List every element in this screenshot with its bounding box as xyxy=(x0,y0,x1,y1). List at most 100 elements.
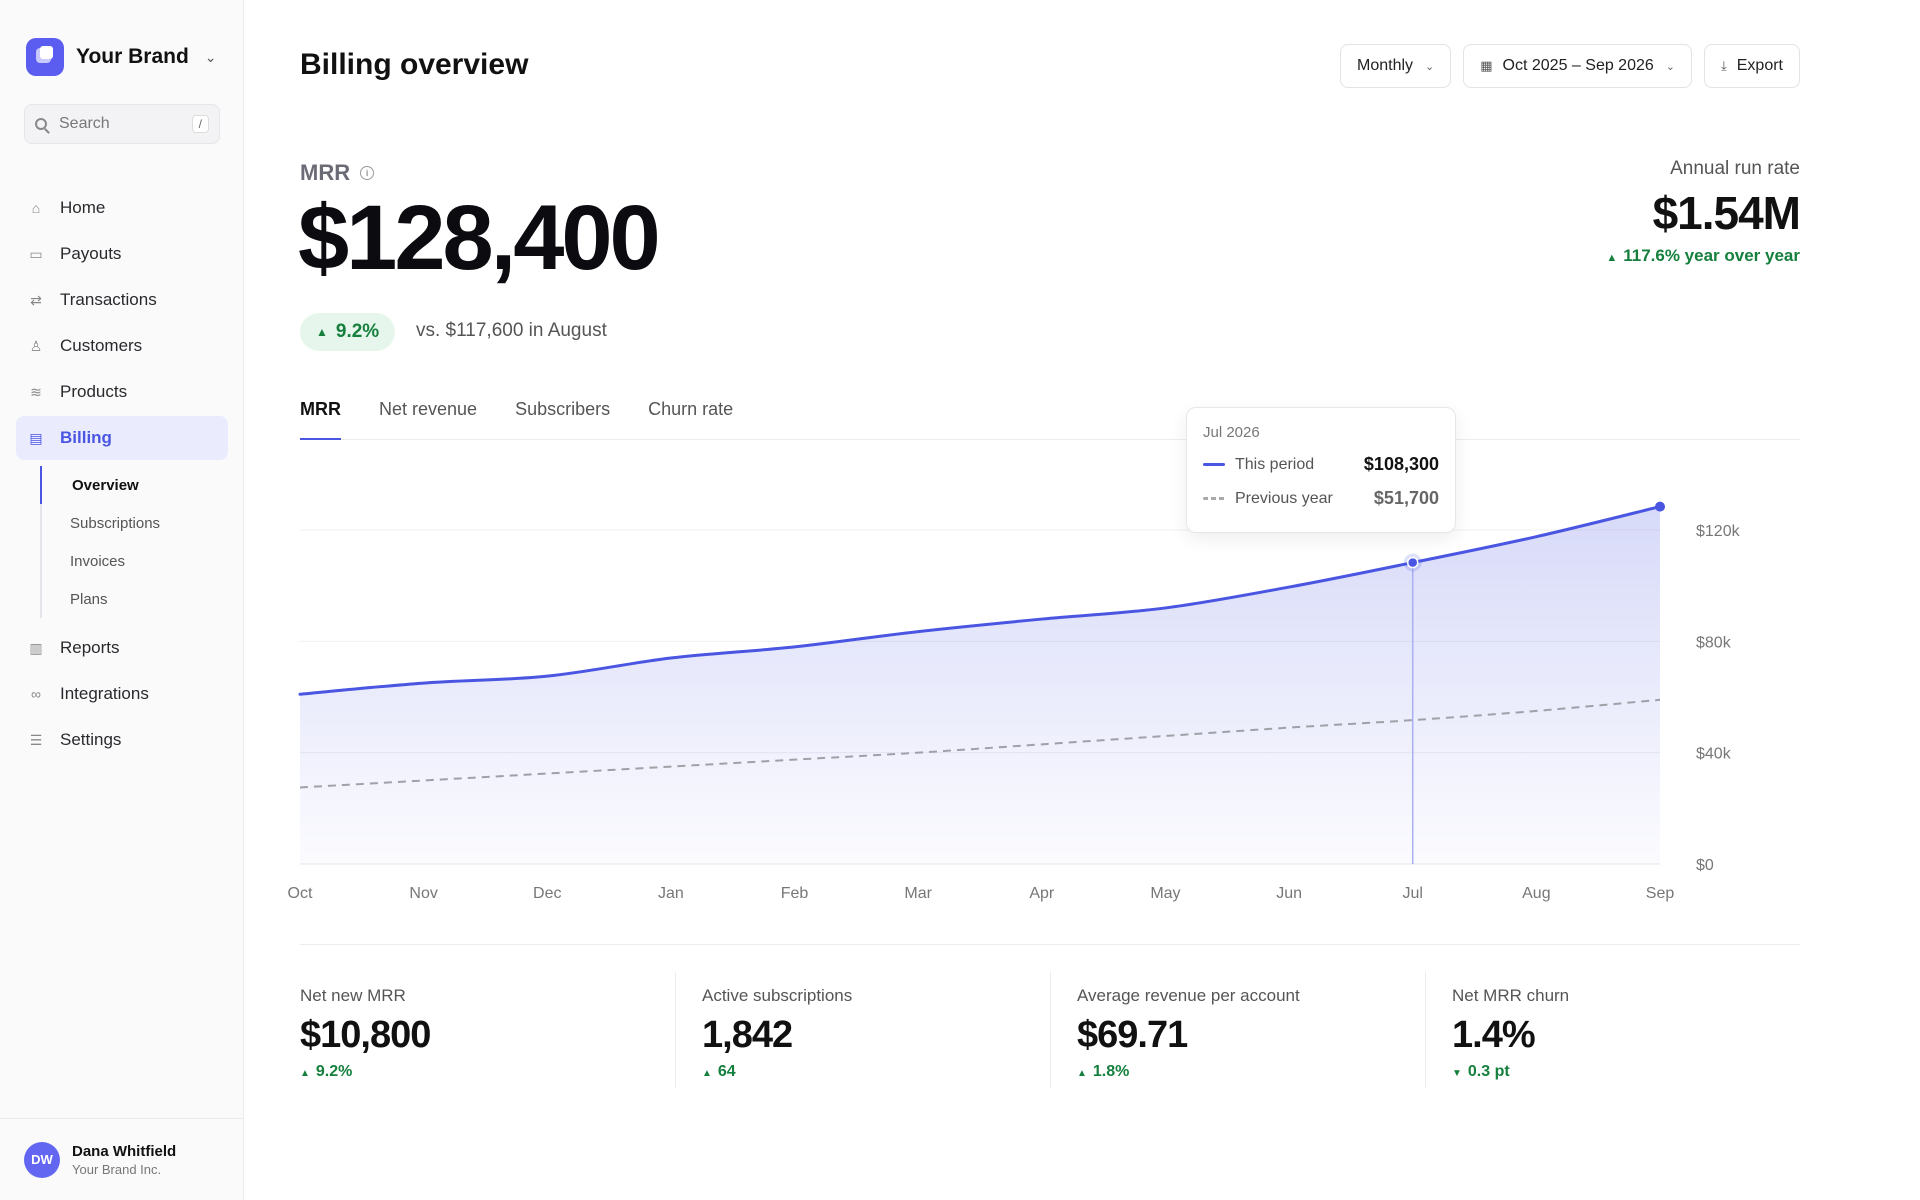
annual-run-rate: Annual run rate $1.54M ▲ 117.6% year over… xyxy=(1606,158,1801,266)
calendar-icon: ▦ xyxy=(1480,58,1493,73)
stat-delta: ▲ 1.8% xyxy=(1077,1063,1425,1081)
mrr-comparison: vs. $117,600 in August xyxy=(416,320,607,341)
stat-label: Net new MRR xyxy=(300,986,406,1005)
sidebar-item-billing[interactable]: ▤ Billing xyxy=(16,416,228,460)
user-icon: ♙ xyxy=(29,337,43,354)
subnav-item-plans[interactable]: Plans xyxy=(70,590,108,608)
stat-label: Active subscriptions xyxy=(702,986,853,1005)
info-icon[interactable]: i xyxy=(360,166,375,180)
period-select[interactable]: Monthly ⌄ xyxy=(1340,44,1452,88)
wallet-icon: ▭ xyxy=(29,245,43,262)
stat-delta-value: 64 xyxy=(717,1063,736,1080)
series-area-this-period xyxy=(300,506,1660,864)
sidebar-item-label: Customers xyxy=(60,336,143,355)
arr-value: $1.54M xyxy=(1652,187,1801,239)
layers-icon: ≋ xyxy=(30,383,42,400)
brand-logo xyxy=(26,38,64,76)
tooltip-series-value: $51,700 xyxy=(1373,488,1439,508)
tab-mrr[interactable]: MRR xyxy=(300,394,341,440)
link-icon: ∞ xyxy=(31,686,41,702)
mrr-label: MRR i xyxy=(300,160,375,186)
sidebar-item-label: Reports xyxy=(60,638,120,657)
subnav-item-invoices[interactable]: Invoices xyxy=(70,552,126,570)
sidebar-item-integrations[interactable]: ∞ Integrations xyxy=(16,672,228,716)
x-tick-label: Sep xyxy=(1646,885,1675,902)
search-icon xyxy=(35,118,47,130)
stat-value: 1,842 xyxy=(702,1014,793,1056)
brand-name: Your Brand xyxy=(76,45,189,68)
stat-cards: Net new MRR $10,800 ▲ 9.2% Active subscri… xyxy=(300,972,1800,1088)
x-tick-label: Mar xyxy=(904,885,932,902)
mrr-chart[interactable]: $0 $40k $80k $120k Oct Nov Dec Jan Feb Mar Apr May J… xyxy=(280,440,1800,920)
credit-card-icon: ▤ xyxy=(29,429,43,446)
user-name: Dana Whitfield xyxy=(72,1142,177,1160)
y-tick-label: $120k xyxy=(1696,523,1741,540)
y-tick-label: $80k xyxy=(1696,634,1732,651)
subnav-item-overview[interactable]: Overview xyxy=(40,466,228,504)
trend-up-icon: ▲ xyxy=(702,1068,712,1079)
x-tick-label: Jan xyxy=(658,885,684,902)
tooltip-series-label: Previous year xyxy=(1235,489,1333,507)
y-tick-label: $40k xyxy=(1696,746,1732,763)
user-org: Your Brand Inc. xyxy=(72,1161,162,1177)
stat-delta-value: 9.2% xyxy=(315,1063,353,1080)
mrr-value: $128,400 xyxy=(298,187,661,289)
legend-swatch-previous-year xyxy=(1203,497,1225,500)
toolbar: Monthly ⌄ ▦ Oct 2025 – Sep 2026 ⌄ ⤓ Export xyxy=(1340,44,1800,88)
stat-value: 1.4% xyxy=(1452,1014,1536,1056)
sidebar-item-label: Home xyxy=(60,198,106,217)
tab-net-revenue[interactable]: Net revenue xyxy=(379,399,478,419)
sidebar-item-label: Settings xyxy=(60,730,122,749)
sidebar-item-label: Payouts xyxy=(60,244,122,263)
stat-delta: ▲ 64 xyxy=(702,1063,1050,1081)
download-icon: ⤓ xyxy=(1721,58,1727,73)
stat-card-net-new-mrr: Net new MRR $10,800 ▲ 9.2% xyxy=(300,972,675,1088)
home-icon: ⌂ xyxy=(31,200,41,216)
page-title: Billing overview xyxy=(300,48,529,81)
tab-subscribers[interactable]: Subscribers xyxy=(515,399,611,419)
sidebar-item-payouts[interactable]: ▭ Payouts xyxy=(16,232,228,276)
chart-tooltip: Jul 2026 This period $108,300 Previous y… xyxy=(1186,407,1456,533)
stat-delta-value: 0.3 pt xyxy=(1467,1063,1510,1080)
export-label: Export xyxy=(1736,57,1783,74)
sidebar-nav: ⌂ Home ▭ Payouts ⇄ Transactions ♙ Customers … xyxy=(16,186,228,764)
subnav-item-subscriptions[interactable]: Subscriptions xyxy=(70,514,161,532)
x-tick-label: Jul xyxy=(1403,885,1423,902)
search-input[interactable]: Search / xyxy=(24,104,220,144)
sidebar-item-reports[interactable]: ▥ Reports xyxy=(16,626,228,670)
sidebar-item-products[interactable]: ≋ Products xyxy=(16,370,228,414)
date-range-picker[interactable]: ▦ Oct 2025 – Sep 2026 ⌄ xyxy=(1463,44,1692,88)
tab-churn-rate[interactable]: Churn rate xyxy=(648,399,734,419)
x-tick-label: Oct xyxy=(288,885,313,902)
sidebar-item-home[interactable]: ⌂ Home xyxy=(16,186,228,230)
divider xyxy=(300,944,1800,945)
last-point xyxy=(1655,501,1665,512)
sidebar-item-transactions[interactable]: ⇄ Transactions xyxy=(16,278,228,322)
stat-label: Net MRR churn xyxy=(1452,986,1570,1005)
sidebar-item-label: Transactions xyxy=(60,290,157,309)
sidebar: Your Brand ⌄ Search / ⌂ Home ▭ Payouts ⇄ Tr… xyxy=(0,0,244,1200)
brand-switcher[interactable]: Your Brand ⌄ xyxy=(26,38,217,76)
tooltip-row-this-period: This period $108,300 xyxy=(1203,454,1439,475)
stat-value: $10,800 xyxy=(300,1014,431,1056)
trend-up-icon: ▲ xyxy=(1606,252,1618,264)
stat-label: Average revenue per account xyxy=(1077,986,1300,1005)
sidebar-item-settings[interactable]: ☰ Settings xyxy=(16,718,228,762)
arr-delta-text: 117.6% year over year xyxy=(1623,246,1800,265)
sidebar-item-customers[interactable]: ♙ Customers xyxy=(16,324,228,368)
stat-card-active-subscriptions: Active subscriptions 1,842 ▲ 64 xyxy=(675,972,1050,1088)
trend-up-icon: ▲ xyxy=(300,1068,310,1079)
trend-up-icon: ▲ xyxy=(1077,1068,1087,1079)
user-profile[interactable]: DW Dana Whitfield Your Brand Inc. xyxy=(0,1118,244,1200)
stat-card-net-mrr-churn: Net MRR churn 1.4% ▼ 0.3 pt xyxy=(1425,972,1800,1088)
tooltip-row-previous-year: Previous year $51,700 xyxy=(1203,488,1439,509)
export-button[interactable]: ⤓ Export xyxy=(1704,44,1800,88)
series-line-this-period xyxy=(298,505,1662,696)
date-range-label: Oct 2025 – Sep 2026 xyxy=(1502,57,1654,74)
stat-delta: ▲ 9.2% xyxy=(300,1063,675,1081)
x-tick-label: Aug xyxy=(1522,885,1550,902)
trend-down-icon: ▼ xyxy=(1452,1068,1462,1079)
stat-card-arpa: Average revenue per account $69.71 ▲ 1.8% xyxy=(1050,972,1425,1088)
sidebar-item-label: Billing xyxy=(60,428,112,447)
chevron-down-icon: ⌄ xyxy=(1665,60,1675,73)
